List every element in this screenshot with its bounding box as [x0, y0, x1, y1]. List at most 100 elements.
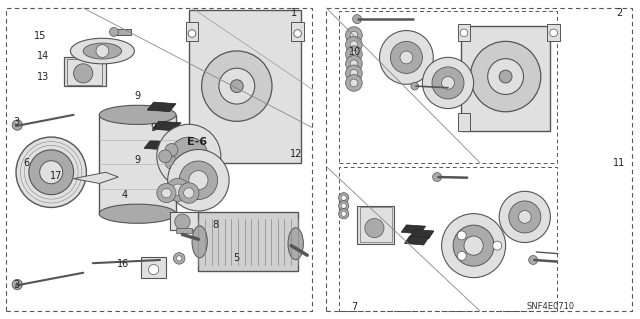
Bar — [360, 207, 392, 242]
Circle shape — [350, 50, 358, 58]
Circle shape — [109, 27, 118, 36]
Circle shape — [518, 211, 531, 223]
Circle shape — [457, 251, 466, 260]
Circle shape — [188, 30, 196, 37]
Circle shape — [470, 41, 541, 112]
Circle shape — [433, 173, 442, 182]
Circle shape — [168, 150, 229, 211]
Bar — [141, 257, 166, 278]
Circle shape — [219, 68, 255, 104]
Circle shape — [509, 201, 541, 233]
Bar — [339, 11, 557, 163]
Circle shape — [16, 137, 86, 207]
Text: 5: 5 — [234, 253, 240, 263]
Circle shape — [457, 231, 467, 240]
Text: 9: 9 — [134, 155, 141, 165]
Circle shape — [400, 51, 413, 64]
Bar — [547, 24, 560, 41]
Circle shape — [339, 201, 349, 211]
Circle shape — [488, 59, 524, 94]
Circle shape — [40, 161, 63, 184]
Circle shape — [422, 57, 474, 108]
Text: 6: 6 — [24, 158, 30, 168]
Circle shape — [442, 214, 506, 278]
Circle shape — [165, 156, 178, 169]
Polygon shape — [144, 140, 173, 150]
Circle shape — [346, 36, 362, 53]
Text: 17: 17 — [50, 171, 63, 181]
Bar — [458, 24, 470, 41]
Polygon shape — [401, 225, 426, 234]
Circle shape — [339, 209, 349, 219]
Circle shape — [202, 51, 272, 121]
Text: 2: 2 — [616, 8, 623, 19]
Ellipse shape — [99, 105, 176, 124]
Text: 7: 7 — [351, 302, 357, 312]
Ellipse shape — [70, 38, 134, 64]
Text: 9: 9 — [150, 122, 157, 133]
Circle shape — [170, 137, 208, 175]
Text: 16: 16 — [117, 259, 130, 269]
Bar — [198, 212, 298, 271]
Bar — [99, 115, 176, 214]
Circle shape — [157, 124, 221, 188]
Ellipse shape — [192, 226, 207, 258]
Circle shape — [550, 29, 557, 37]
Circle shape — [350, 41, 358, 48]
Ellipse shape — [83, 43, 122, 59]
Ellipse shape — [288, 228, 303, 260]
Text: 10: 10 — [349, 47, 362, 57]
Circle shape — [294, 30, 301, 37]
Bar — [67, 59, 102, 85]
Text: 11: 11 — [613, 158, 626, 168]
Polygon shape — [147, 102, 176, 112]
Circle shape — [12, 120, 22, 130]
Bar — [291, 22, 304, 41]
Bar — [357, 206, 394, 244]
Polygon shape — [410, 230, 434, 239]
Text: 13: 13 — [37, 72, 50, 82]
Circle shape — [189, 171, 208, 190]
Text: 9: 9 — [134, 91, 141, 101]
Circle shape — [350, 60, 358, 68]
Bar — [326, 8, 632, 311]
Polygon shape — [152, 121, 181, 131]
Text: 8: 8 — [212, 219, 219, 230]
Circle shape — [460, 29, 468, 37]
Circle shape — [442, 77, 454, 89]
Circle shape — [411, 82, 419, 90]
Bar — [458, 113, 470, 131]
Polygon shape — [404, 236, 429, 245]
Text: 3: 3 — [13, 279, 19, 290]
Text: SNF4E0710: SNF4E0710 — [526, 302, 575, 311]
Circle shape — [346, 46, 362, 63]
Circle shape — [339, 193, 349, 203]
Circle shape — [177, 256, 182, 261]
Ellipse shape — [99, 204, 176, 223]
Circle shape — [493, 241, 502, 250]
Circle shape — [184, 188, 194, 198]
Bar — [6, 8, 312, 311]
Circle shape — [464, 236, 483, 255]
Circle shape — [341, 195, 346, 200]
Circle shape — [166, 178, 189, 201]
Circle shape — [350, 70, 358, 77]
Bar — [189, 10, 301, 163]
Circle shape — [346, 27, 362, 43]
Circle shape — [346, 56, 362, 72]
Circle shape — [341, 211, 346, 216]
Circle shape — [350, 31, 358, 39]
Text: E-6: E-6 — [187, 137, 207, 147]
Circle shape — [179, 183, 199, 203]
Polygon shape — [74, 172, 118, 183]
Circle shape — [499, 70, 512, 83]
Circle shape — [350, 79, 358, 87]
Bar — [112, 29, 131, 35]
Circle shape — [172, 184, 184, 196]
Circle shape — [499, 191, 550, 242]
Circle shape — [173, 253, 185, 264]
Circle shape — [96, 45, 109, 57]
Text: 3: 3 — [13, 117, 19, 127]
Circle shape — [529, 256, 538, 264]
Circle shape — [453, 225, 494, 266]
